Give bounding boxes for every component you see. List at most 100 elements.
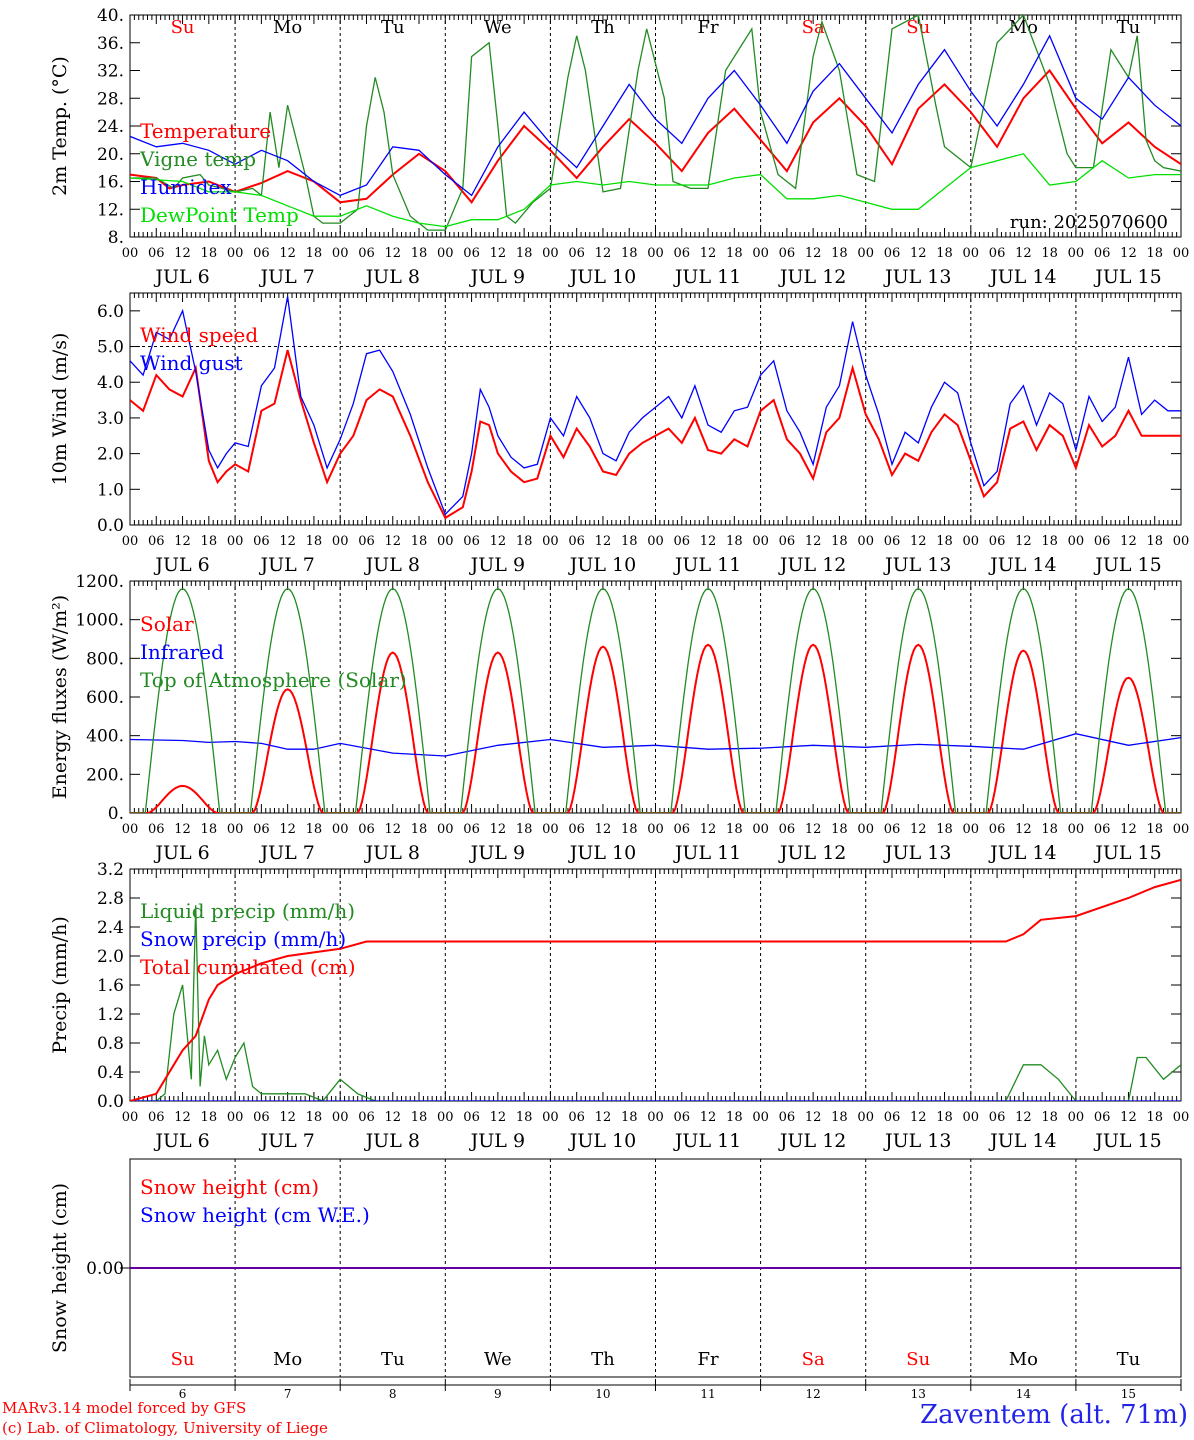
hour-label: 00	[227, 822, 244, 837]
hour-label: 00	[1173, 534, 1190, 549]
hour-label: 18	[411, 1110, 428, 1125]
hour-label: 00	[647, 1110, 664, 1125]
hour-label: 06	[1094, 1110, 1111, 1125]
weekday-label: Tu	[381, 17, 405, 38]
hour-ticks	[129, 15, 1182, 237]
date-label: JUL 10	[568, 842, 636, 864]
hour-label: 12	[595, 822, 612, 837]
hour-label: 12	[700, 1110, 717, 1125]
hour-label: 18	[1041, 534, 1058, 549]
weekday-label: Tu	[1117, 17, 1141, 38]
hour-label: 00	[542, 1110, 559, 1125]
date-label: JUL 13	[883, 554, 951, 576]
hour-label: 12	[279, 822, 296, 837]
weekday-label: Su	[906, 17, 930, 38]
hour-ticks	[129, 869, 1182, 1101]
hour-label: 00	[1173, 1110, 1190, 1125]
hour-label: 06	[463, 534, 480, 549]
day-number-label: 15	[1121, 1387, 1136, 1400]
hour-label: 12	[1015, 1110, 1032, 1125]
legend-entry: Temperature	[140, 119, 271, 143]
day-number-label: 12	[806, 1387, 821, 1400]
hour-label: 00	[437, 1110, 454, 1125]
hour-label: 12	[910, 534, 927, 549]
hour-label: 12	[384, 822, 401, 837]
date-label: JUL 13	[883, 266, 951, 288]
hour-label: 12	[1120, 246, 1137, 261]
date-label: JUL 11	[673, 842, 741, 864]
series-line-wind-speed	[130, 349, 1181, 520]
hour-label: 18	[201, 246, 218, 261]
hour-label: 18	[516, 1110, 533, 1125]
date-label: JUL 13	[883, 1130, 951, 1152]
hour-label: 06	[253, 534, 270, 549]
hour-label: 18	[936, 1110, 953, 1125]
hour-label: 12	[1015, 246, 1032, 261]
y-tick-label: 3.2	[97, 860, 124, 880]
hour-label: 06	[674, 822, 691, 837]
hour-label: 00	[332, 822, 349, 837]
hour-label: 12	[1120, 822, 1137, 837]
hour-label: 06	[779, 246, 796, 261]
y-tick-label: 200.	[86, 765, 124, 785]
hour-label: 06	[568, 822, 585, 837]
series-line-humidex	[130, 34, 1181, 197]
hour-label: 06	[1094, 534, 1111, 549]
lab-credit: (c) Lab. of Climatology, University of L…	[2, 1419, 328, 1437]
hour-label: 18	[726, 1110, 743, 1125]
hour-label: 06	[568, 246, 585, 261]
y-axis-title: Energy fluxes (W/m²)	[49, 595, 71, 799]
hour-label: 06	[463, 246, 480, 261]
hour-label: 18	[1041, 246, 1058, 261]
hour-label: 00	[332, 246, 349, 261]
date-label: JUL 15	[1093, 554, 1161, 576]
hour-label: 06	[253, 1110, 270, 1125]
legend-entry: Snow height (cm)	[140, 1175, 319, 1199]
date-label: JUL 8	[364, 842, 420, 864]
hour-label: 00	[1068, 822, 1085, 837]
hour-label: 18	[936, 246, 953, 261]
hour-label: 06	[779, 534, 796, 549]
date-label: JUL 12	[778, 842, 846, 864]
hour-label: 00	[752, 822, 769, 837]
hour-label: 00	[437, 822, 454, 837]
hour-label: 18	[621, 822, 638, 837]
legend-entry: Wind gust	[140, 351, 243, 375]
weekday-label: We	[484, 17, 512, 38]
hour-label: 18	[516, 534, 533, 549]
day-number-label: 10	[595, 1387, 610, 1400]
y-axis-title: 10m Wind (m/s)	[49, 333, 71, 486]
y-tick-label: 16.	[97, 173, 124, 193]
hour-label: 12	[1120, 1110, 1137, 1125]
hour-label: 00	[1173, 822, 1190, 837]
hour-label: 12	[490, 534, 507, 549]
hour-label: 00	[227, 1110, 244, 1125]
hour-label: 12	[384, 246, 401, 261]
hour-label: 00	[437, 534, 454, 549]
hour-label: 00	[963, 246, 980, 261]
hour-label: 00	[1068, 246, 1085, 261]
series-line-vigne-temp	[130, 15, 1181, 231]
date-label: JUL 12	[778, 266, 846, 288]
hour-label: 18	[726, 534, 743, 549]
y-tick-label: 0.0	[97, 516, 124, 536]
hour-label: 12	[1015, 534, 1032, 549]
y-tick-label: 0.00	[86, 1259, 124, 1279]
hour-label: 06	[989, 246, 1006, 261]
weekday-label: Mo	[273, 1349, 302, 1370]
series-line-solar	[130, 643, 1181, 813]
hour-label: 06	[148, 822, 165, 837]
hour-label: 18	[1146, 1110, 1163, 1125]
date-label: JUL 12	[778, 554, 846, 576]
hour-label: 18	[201, 1110, 218, 1125]
legend-entry: Humidex	[140, 175, 232, 199]
hour-label: 06	[884, 822, 901, 837]
y-tick-label: 1.2	[97, 1005, 124, 1025]
series-line-liquid-precip-mm-h-	[130, 905, 1181, 1101]
hour-label: 18	[411, 534, 428, 549]
hour-label: 12	[1015, 822, 1032, 837]
y-tick-label: 0.0	[97, 1092, 124, 1112]
hour-label: 18	[726, 246, 743, 261]
hour-label: 06	[148, 246, 165, 261]
hour-label: 18	[831, 1110, 848, 1125]
